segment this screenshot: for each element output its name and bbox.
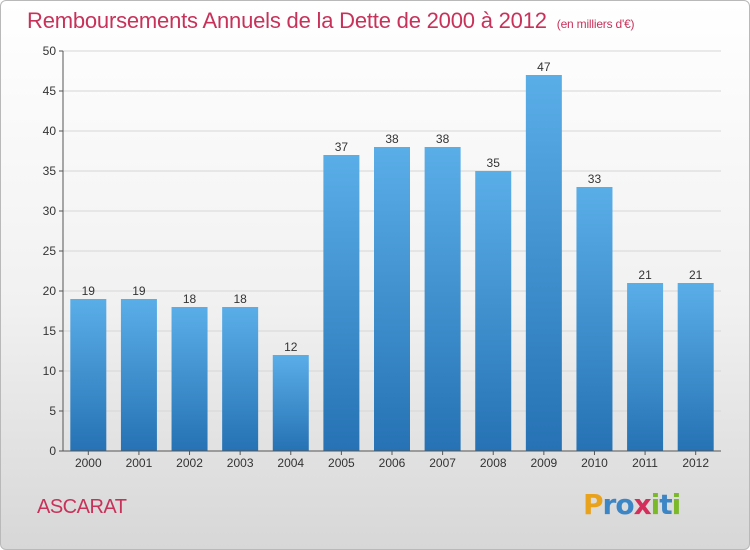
bars-group: 19 19 18 18 12 37 38 38 35 47 33 21 21	[70, 60, 714, 451]
x-tick-label: 2004	[277, 456, 304, 470]
y-tick-label: 10	[43, 364, 57, 378]
logo-letter: t	[659, 488, 672, 521]
bar	[374, 147, 410, 451]
data-label: 12	[284, 340, 298, 354]
x-tick-label: 2008	[480, 456, 507, 470]
town-name: ASCARAT	[37, 496, 127, 518]
x-tick-label: 2011	[632, 456, 658, 470]
bar	[525, 75, 562, 451]
x-tick-label: 2005	[328, 456, 355, 470]
logo-letter: i	[671, 488, 682, 521]
data-label: 21	[638, 268, 652, 282]
y-tick-label: 20	[43, 284, 57, 298]
bar	[70, 299, 107, 451]
x-tick-label: 2003	[227, 456, 254, 470]
data-label: 33	[588, 172, 602, 186]
y-tick-label: 40	[43, 124, 57, 138]
logo-letter: x	[633, 488, 652, 521]
data-label: 47	[537, 60, 551, 74]
y-tick-label: 45	[43, 84, 57, 98]
y-tick-label: 25	[43, 244, 57, 258]
data-label: 19	[132, 284, 146, 298]
x-tick-label: 2009	[530, 456, 557, 470]
bar	[475, 171, 512, 451]
chart-title: Remboursements Annuels de la Dette de 20…	[27, 8, 635, 34]
data-label: 19	[82, 284, 96, 298]
bar	[677, 283, 714, 451]
data-label: 21	[689, 268, 703, 282]
y-tick-label: 5	[49, 404, 56, 418]
logo-letter: r	[602, 488, 617, 521]
x-tick-label: 2012	[682, 456, 709, 470]
x-tick-label: 2000	[75, 456, 102, 470]
bar	[424, 147, 461, 451]
y-tick-label: 50	[43, 44, 57, 58]
data-label: 35	[487, 156, 501, 170]
logo-letter: i	[650, 488, 661, 521]
data-label: 38	[385, 132, 399, 146]
title-text: Remboursements Annuels de la Dette de 20…	[27, 8, 547, 33]
y-tick-label: 0	[49, 444, 56, 458]
data-label: 18	[233, 292, 247, 306]
x-tick-label: 2002	[176, 456, 203, 470]
y-tick-label: 15	[43, 324, 57, 338]
bar	[120, 299, 157, 451]
x-tick-label: 2001	[126, 456, 153, 470]
bar	[627, 283, 664, 451]
bar	[222, 307, 259, 451]
data-label: 37	[335, 140, 349, 154]
y-tick-label: 30	[43, 204, 57, 218]
data-label: 18	[183, 292, 197, 306]
data-label: 38	[436, 132, 450, 146]
bar	[171, 307, 208, 451]
chart-subtitle: (en milliers d'€)	[556, 17, 635, 31]
logo-letter: o	[615, 488, 634, 521]
bar	[576, 187, 613, 451]
bar	[272, 355, 309, 451]
proxiti-logo: Proxiti	[583, 488, 682, 521]
x-tick-label: 2010	[581, 456, 608, 470]
axes-group: 0 5 10 15 20 25 30 35 40 45 50 2000 2001 2002 2003 2004…	[43, 44, 721, 470]
x-tick-label: 2006	[379, 456, 406, 470]
y-tick-label: 35	[43, 164, 57, 178]
bar	[323, 155, 360, 451]
logo-letter: P	[583, 488, 604, 521]
x-tick-label: 2007	[429, 456, 456, 470]
